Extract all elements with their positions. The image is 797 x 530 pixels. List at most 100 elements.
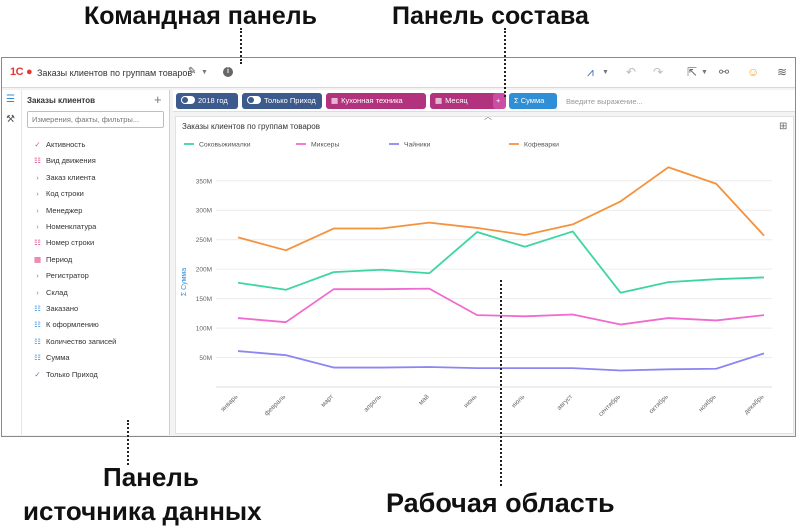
edit-pencil-icon[interactable]: ✎: [188, 66, 197, 77]
field-label: Заказ клиента: [46, 172, 96, 182]
source-field-item[interactable]: ✓ Только Приход: [32, 369, 98, 384]
chip-label: Σ Сумма: [514, 96, 545, 105]
format-paint-icon[interactable]: ⚒: [6, 114, 15, 125]
source-field-item[interactable]: ☷ Вид движения: [32, 156, 96, 170]
field-type-icon: ▦: [33, 254, 42, 264]
x-tick-label: март: [320, 393, 335, 408]
source-field-item[interactable]: ☷ К оформлению: [32, 320, 99, 334]
x-tick-label: октябрь: [647, 392, 670, 415]
source-field-item[interactable]: › Менеджер: [32, 206, 82, 220]
collapse-chevron-up-icon[interactable]: ︿: [484, 112, 492, 121]
toggle-icon[interactable]: [247, 96, 261, 104]
source-field-item[interactable]: › Заказ клиента: [32, 172, 96, 187]
chip-label: Кухонная техника: [341, 96, 403, 105]
source-field-item[interactable]: ✓ Активность: [32, 140, 85, 154]
field-label: Сумма: [46, 353, 70, 363]
x-tick-label: август: [556, 393, 574, 411]
source-field-item[interactable]: ☷ Заказано: [32, 304, 78, 318]
chart-type-chevron-down-icon[interactable]: ▼: [602, 69, 609, 76]
field-type-icon: ✓: [34, 369, 41, 379]
source-search-input[interactable]: Измерения, факты, фильтры...: [27, 111, 164, 128]
source-field-item[interactable]: ▦ Период: [32, 255, 72, 269]
y-axis-label: Σ Сумма: [181, 268, 188, 296]
legend-label: Миксеры: [311, 142, 339, 149]
command-panel: 1С ● Заказы клиентов по группам товаров …: [2, 58, 795, 88]
y-tick-label: 150M: [196, 296, 212, 303]
export-chevron-down-icon[interactable]: ▼: [701, 69, 708, 76]
y-tick-label: 200M: [196, 267, 212, 274]
composition-panel-caption: Панель состава: [392, 2, 589, 30]
work-area-caption: Рабочая область: [386, 488, 615, 518]
field-type-icon: ☷: [34, 304, 41, 313]
add-source-button[interactable]: +: [154, 92, 162, 107]
report-title: Заказы клиентов по группам товаров: [37, 68, 193, 78]
field-type-icon: ☷: [34, 336, 41, 346]
redo-icon[interactable]: ↷: [653, 65, 664, 79]
x-tick-label: май: [417, 392, 431, 406]
dimension-grid-icon: ▦: [435, 96, 443, 105]
x-tick-label: декабрь: [742, 392, 766, 416]
source-field-item[interactable]: ☷ Сумма: [32, 353, 70, 367]
user-avatar-icon[interactable]: ☺: [747, 65, 760, 79]
source-panel-caption-line1: Панель: [103, 462, 199, 492]
field-type-icon: ›: [36, 271, 39, 281]
composition-chip[interactable]: ▦ Кухонная техника: [326, 93, 426, 109]
link-icon[interactable]: ⚯: [719, 65, 730, 79]
command-panel-pointer: [240, 28, 242, 64]
source-field-item[interactable]: › Номенклатура: [32, 222, 96, 236]
field-type-icon: ☷: [34, 156, 41, 166]
composition-panel: 2018 год Только Приход ▦ Кухонная техника ▦ М…: [173, 90, 795, 112]
fields-list-icon[interactable]: ☰: [6, 94, 15, 105]
source-field-item[interactable]: ☷ Количество записей: [32, 337, 116, 351]
source-rail: ☰ ⚒: [2, 90, 22, 435]
undo-icon[interactable]: ↶: [626, 65, 637, 79]
app-logo: 1С: [10, 66, 24, 78]
field-label: Склад: [46, 287, 68, 297]
line-chart: 50M 100M 150M 200M 250M 300M 350M Σ Сумма январь…: [181, 141, 772, 418]
composition-chip[interactable]: ▦ Месяц: [430, 93, 504, 109]
source-field-item[interactable]: › Склад: [32, 287, 68, 302]
chip-label: Месяц: [445, 96, 468, 105]
composition-chip[interactable]: Σ Сумма: [509, 93, 557, 109]
source-panel-pointer: [127, 420, 129, 465]
field-label: Код строки: [46, 189, 84, 199]
y-tick-label: 100M: [196, 326, 212, 333]
source-panel-caption-line2: источника данных: [23, 496, 262, 526]
toggle-icon[interactable]: [181, 96, 195, 104]
field-label: Только Приход: [46, 369, 98, 379]
series-line: [237, 166, 765, 252]
composition-chip[interactable]: Только Приход: [242, 93, 322, 109]
title-menu-chevron-down-icon[interactable]: ▼: [201, 69, 208, 76]
field-type-icon: ☷: [34, 320, 41, 330]
info-icon[interactable]: i: [223, 67, 233, 77]
x-tick-label: январь: [220, 393, 240, 413]
field-label: Регистратор: [46, 271, 89, 281]
source-field-item[interactable]: › Код строки: [32, 189, 84, 203]
field-type-icon: ›: [36, 172, 39, 182]
composition-chip[interactable]: 2018 год: [176, 93, 238, 109]
data-source-panel: ☰ ⚒ Заказы клиентов + Измерения, факты, …: [2, 90, 170, 435]
chart-settings-icon[interactable]: ⊞: [779, 121, 788, 132]
dimension-grid-icon: ▦: [331, 96, 339, 105]
chip-label: Только Приход: [264, 96, 316, 105]
field-label: Номер строки: [46, 238, 95, 248]
source-field-item[interactable]: ☷ Номер строки: [32, 238, 94, 252]
y-tick-label: 300M: [196, 208, 212, 215]
settings-menu-icon[interactable]: ≋: [777, 65, 788, 79]
x-tick-label: сентябрь: [597, 392, 623, 418]
chart-title: Заказы клиентов по группам товаров: [182, 122, 320, 131]
chart-type-icon[interactable]: ⩘: [587, 65, 594, 79]
export-icon[interactable]: ⇱: [687, 65, 698, 79]
x-tick-label: июнь: [463, 393, 479, 409]
legend-label: Чайники: [404, 141, 431, 149]
app-window: 1С ● Заказы клиентов по группам товаров …: [1, 57, 796, 437]
x-tick-label: февраль: [263, 393, 287, 417]
field-label: Вид движения: [46, 156, 96, 166]
field-label: Активность: [46, 140, 86, 149]
source-field-item[interactable]: › Регистратор: [32, 271, 89, 285]
field-type-icon: ☷: [34, 238, 41, 248]
field-label: Период: [46, 254, 73, 264]
expression-input[interactable]: Введите выражение...: [566, 97, 643, 106]
source-title: Заказы клиентов: [27, 96, 96, 105]
add-dimension-plus-icon[interactable]: +: [493, 93, 506, 109]
